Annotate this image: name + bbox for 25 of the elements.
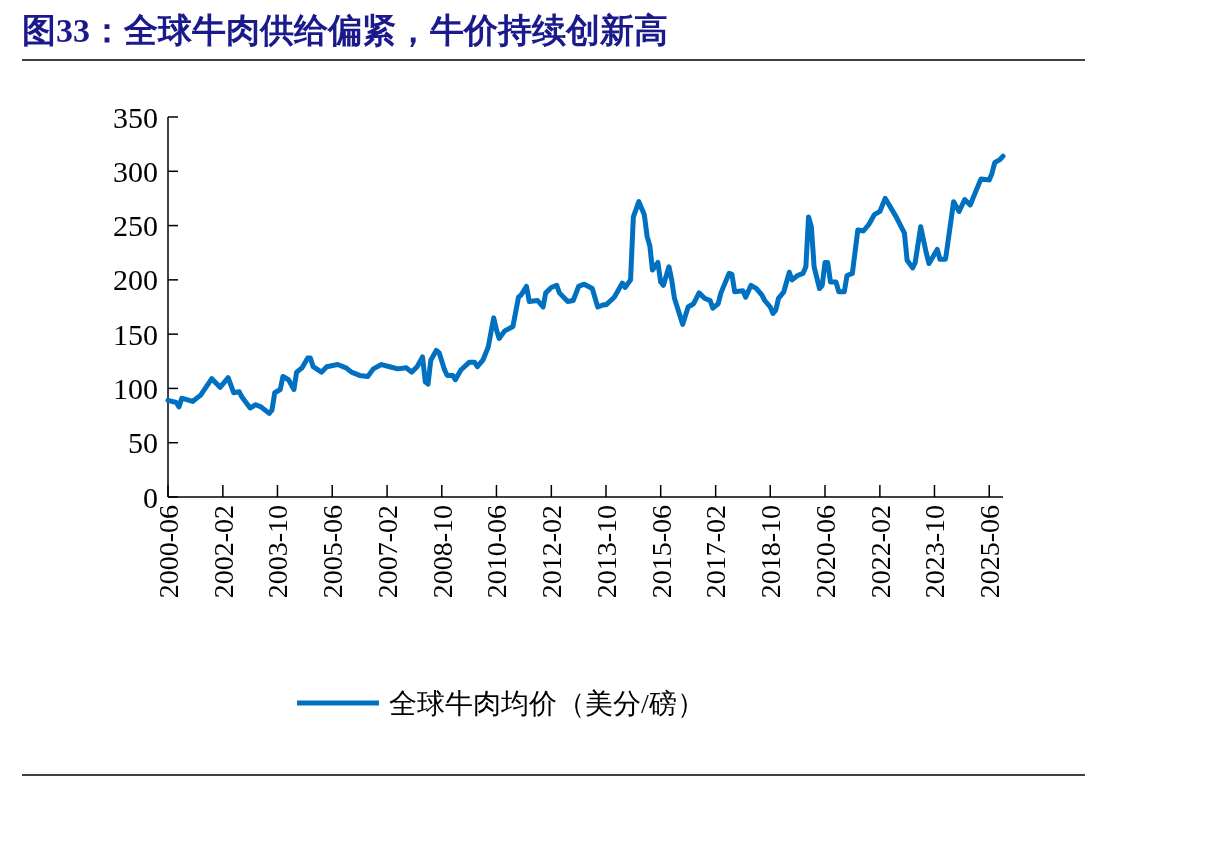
x-tick-label: 2008-10 [426,505,458,599]
x-tick-label: 2010-06 [481,505,513,599]
x-tick-label: 2013-10 [590,505,622,599]
chart-title: 图33：全球牛肉供给偏紧，牛价持续创新高 [22,12,668,49]
legend-label: 全球牛肉均价（美分/磅） [389,687,705,719]
x-tick-label: 2025-06 [974,505,1006,599]
x-tick-label: 2018-10 [755,505,787,599]
x-tick-label: 2012-02 [536,505,568,599]
x-tick-label: 2005-06 [317,505,349,599]
x-tick-label: 2023-10 [919,505,951,599]
x-tick-label: 2002-02 [207,505,239,599]
x-tick-label: 2020-06 [809,505,841,599]
y-tick-label: 50 [128,426,158,460]
x-tick-label: 2007-02 [371,505,403,599]
x-tick-label: 2022-02 [864,505,896,599]
y-tick-label: 200 [113,263,158,297]
y-tick-label: 300 [113,154,158,188]
y-tick-label: 150 [113,317,158,351]
x-tick-label: 2015-06 [645,505,677,599]
y-tick-label: 0 [143,480,158,514]
x-tick-label: 2017-02 [700,505,732,599]
y-tick-label: 100 [113,371,158,405]
y-tick-label: 250 [113,209,158,243]
x-tick-label: 2003-10 [262,505,294,599]
y-tick-label: 350 [113,100,158,134]
